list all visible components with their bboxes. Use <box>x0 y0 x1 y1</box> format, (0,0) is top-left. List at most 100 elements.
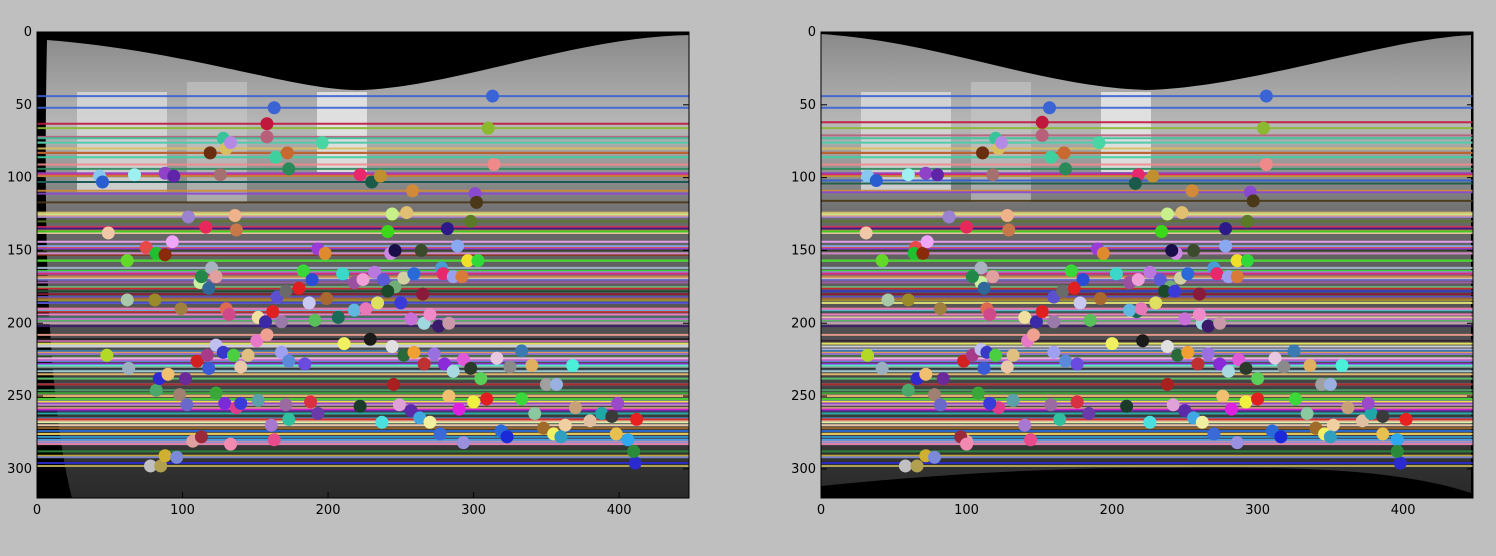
keypoint <box>1026 328 1040 342</box>
keypoint <box>1070 395 1084 409</box>
keypoint <box>234 360 248 374</box>
keypoint <box>1240 254 1254 268</box>
y-tick-label: 150 <box>791 243 816 258</box>
keypoint <box>304 395 318 409</box>
keypoint <box>1230 436 1244 450</box>
right-axes: 0 100 200 300 400 0 50 100 150 200 250 300 <box>791 25 1474 518</box>
x-tick-label: 300 <box>461 503 486 518</box>
keypoint <box>568 401 582 415</box>
keypoint <box>209 386 223 400</box>
keypoint <box>1216 389 1230 403</box>
keypoint <box>1000 360 1014 374</box>
y-tick-label: 100 <box>791 171 816 186</box>
keypoint <box>869 174 883 188</box>
keypoint <box>385 340 399 354</box>
keypoint <box>1341 401 1355 415</box>
keypoint <box>1259 89 1273 103</box>
x-tick-label: 0 <box>33 503 41 518</box>
x-tick-label: 300 <box>1245 503 1270 518</box>
y-tick-label: 100 <box>7 171 32 186</box>
keypoint <box>487 158 501 172</box>
keypoint <box>381 225 395 239</box>
y-tick-label: 150 <box>7 243 32 258</box>
keypoint <box>417 357 431 371</box>
keypoint <box>1232 353 1246 367</box>
keypoint <box>936 372 950 386</box>
keypoint <box>630 412 644 426</box>
keypoint <box>199 220 213 234</box>
x-tick-label: 400 <box>1391 503 1416 518</box>
y-tick-label: 0 <box>24 25 32 40</box>
keypoint <box>436 267 450 281</box>
keypoint <box>1376 427 1390 441</box>
axes-frame <box>820 31 1474 499</box>
keypoint <box>1277 360 1291 374</box>
keypoint <box>442 316 456 330</box>
keypoint <box>385 207 399 221</box>
keypoint <box>474 372 488 386</box>
keypoint <box>394 296 408 310</box>
keypoint <box>910 459 924 473</box>
keypoint <box>1160 207 1174 221</box>
keypoint <box>983 396 997 410</box>
keypoints <box>93 89 644 473</box>
keypoint <box>381 284 395 298</box>
keypoint <box>916 246 930 260</box>
keypoint <box>1376 409 1390 423</box>
keypoint <box>1083 313 1097 327</box>
keypoint <box>515 392 529 406</box>
keypoint <box>919 367 933 381</box>
keypoint <box>960 220 974 234</box>
keypoint <box>930 168 944 182</box>
keypoint <box>305 273 319 287</box>
keypoint <box>1153 273 1167 287</box>
keypoint <box>331 310 345 324</box>
keypoint <box>251 393 265 407</box>
keypoint <box>456 353 470 367</box>
keypoint <box>1146 169 1160 183</box>
keypoint <box>279 398 293 412</box>
keypoint <box>977 361 991 375</box>
keypoint <box>1029 315 1043 329</box>
keypoint <box>178 372 192 386</box>
keypoint <box>525 358 539 372</box>
y-tick-label: 250 <box>791 389 816 404</box>
keypoint <box>881 293 895 307</box>
keypoint <box>1323 377 1337 391</box>
keypoint <box>1093 291 1107 305</box>
keypoint <box>280 146 294 160</box>
keypoint <box>933 398 947 412</box>
keypoint <box>371 296 385 310</box>
keypoint <box>1018 418 1032 432</box>
keypoint <box>397 348 411 362</box>
keypoint <box>318 246 332 260</box>
keypoint <box>464 214 478 228</box>
keypoint <box>282 162 296 176</box>
keypoint <box>1399 412 1413 426</box>
keypoint <box>1259 158 1273 172</box>
keypoint <box>1195 415 1209 429</box>
keypoint <box>1192 308 1206 322</box>
keypoint <box>144 459 158 473</box>
keypoint <box>267 433 281 447</box>
keypoint <box>226 348 240 362</box>
keypoint <box>222 308 236 322</box>
keypoint <box>442 389 456 403</box>
keypoint <box>986 168 1000 182</box>
y-tick-label: 300 <box>7 462 32 477</box>
keypoint <box>901 168 915 182</box>
keypoint <box>158 248 172 262</box>
keypoint <box>1171 348 1185 362</box>
keypoint <box>550 377 564 391</box>
keypoint <box>989 348 1003 362</box>
keypoint <box>452 402 466 416</box>
keypoint <box>122 361 136 375</box>
window-center <box>317 92 367 172</box>
y-tick-label: 0 <box>808 25 816 40</box>
keypoint <box>1326 418 1340 432</box>
keypoint <box>432 319 446 333</box>
keypoint <box>311 407 325 421</box>
keypoint <box>605 409 619 423</box>
keypoint <box>490 351 504 365</box>
keypoint <box>451 239 465 253</box>
